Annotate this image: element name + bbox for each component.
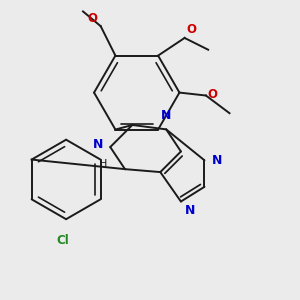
Text: N: N [161, 109, 171, 122]
Text: O: O [207, 88, 218, 100]
Text: O: O [88, 12, 98, 25]
Text: N: N [212, 154, 222, 167]
Text: N: N [92, 138, 103, 151]
Text: Cl: Cl [57, 234, 70, 247]
Text: N: N [185, 205, 196, 218]
Text: H: H [99, 159, 107, 169]
Text: O: O [186, 23, 196, 37]
